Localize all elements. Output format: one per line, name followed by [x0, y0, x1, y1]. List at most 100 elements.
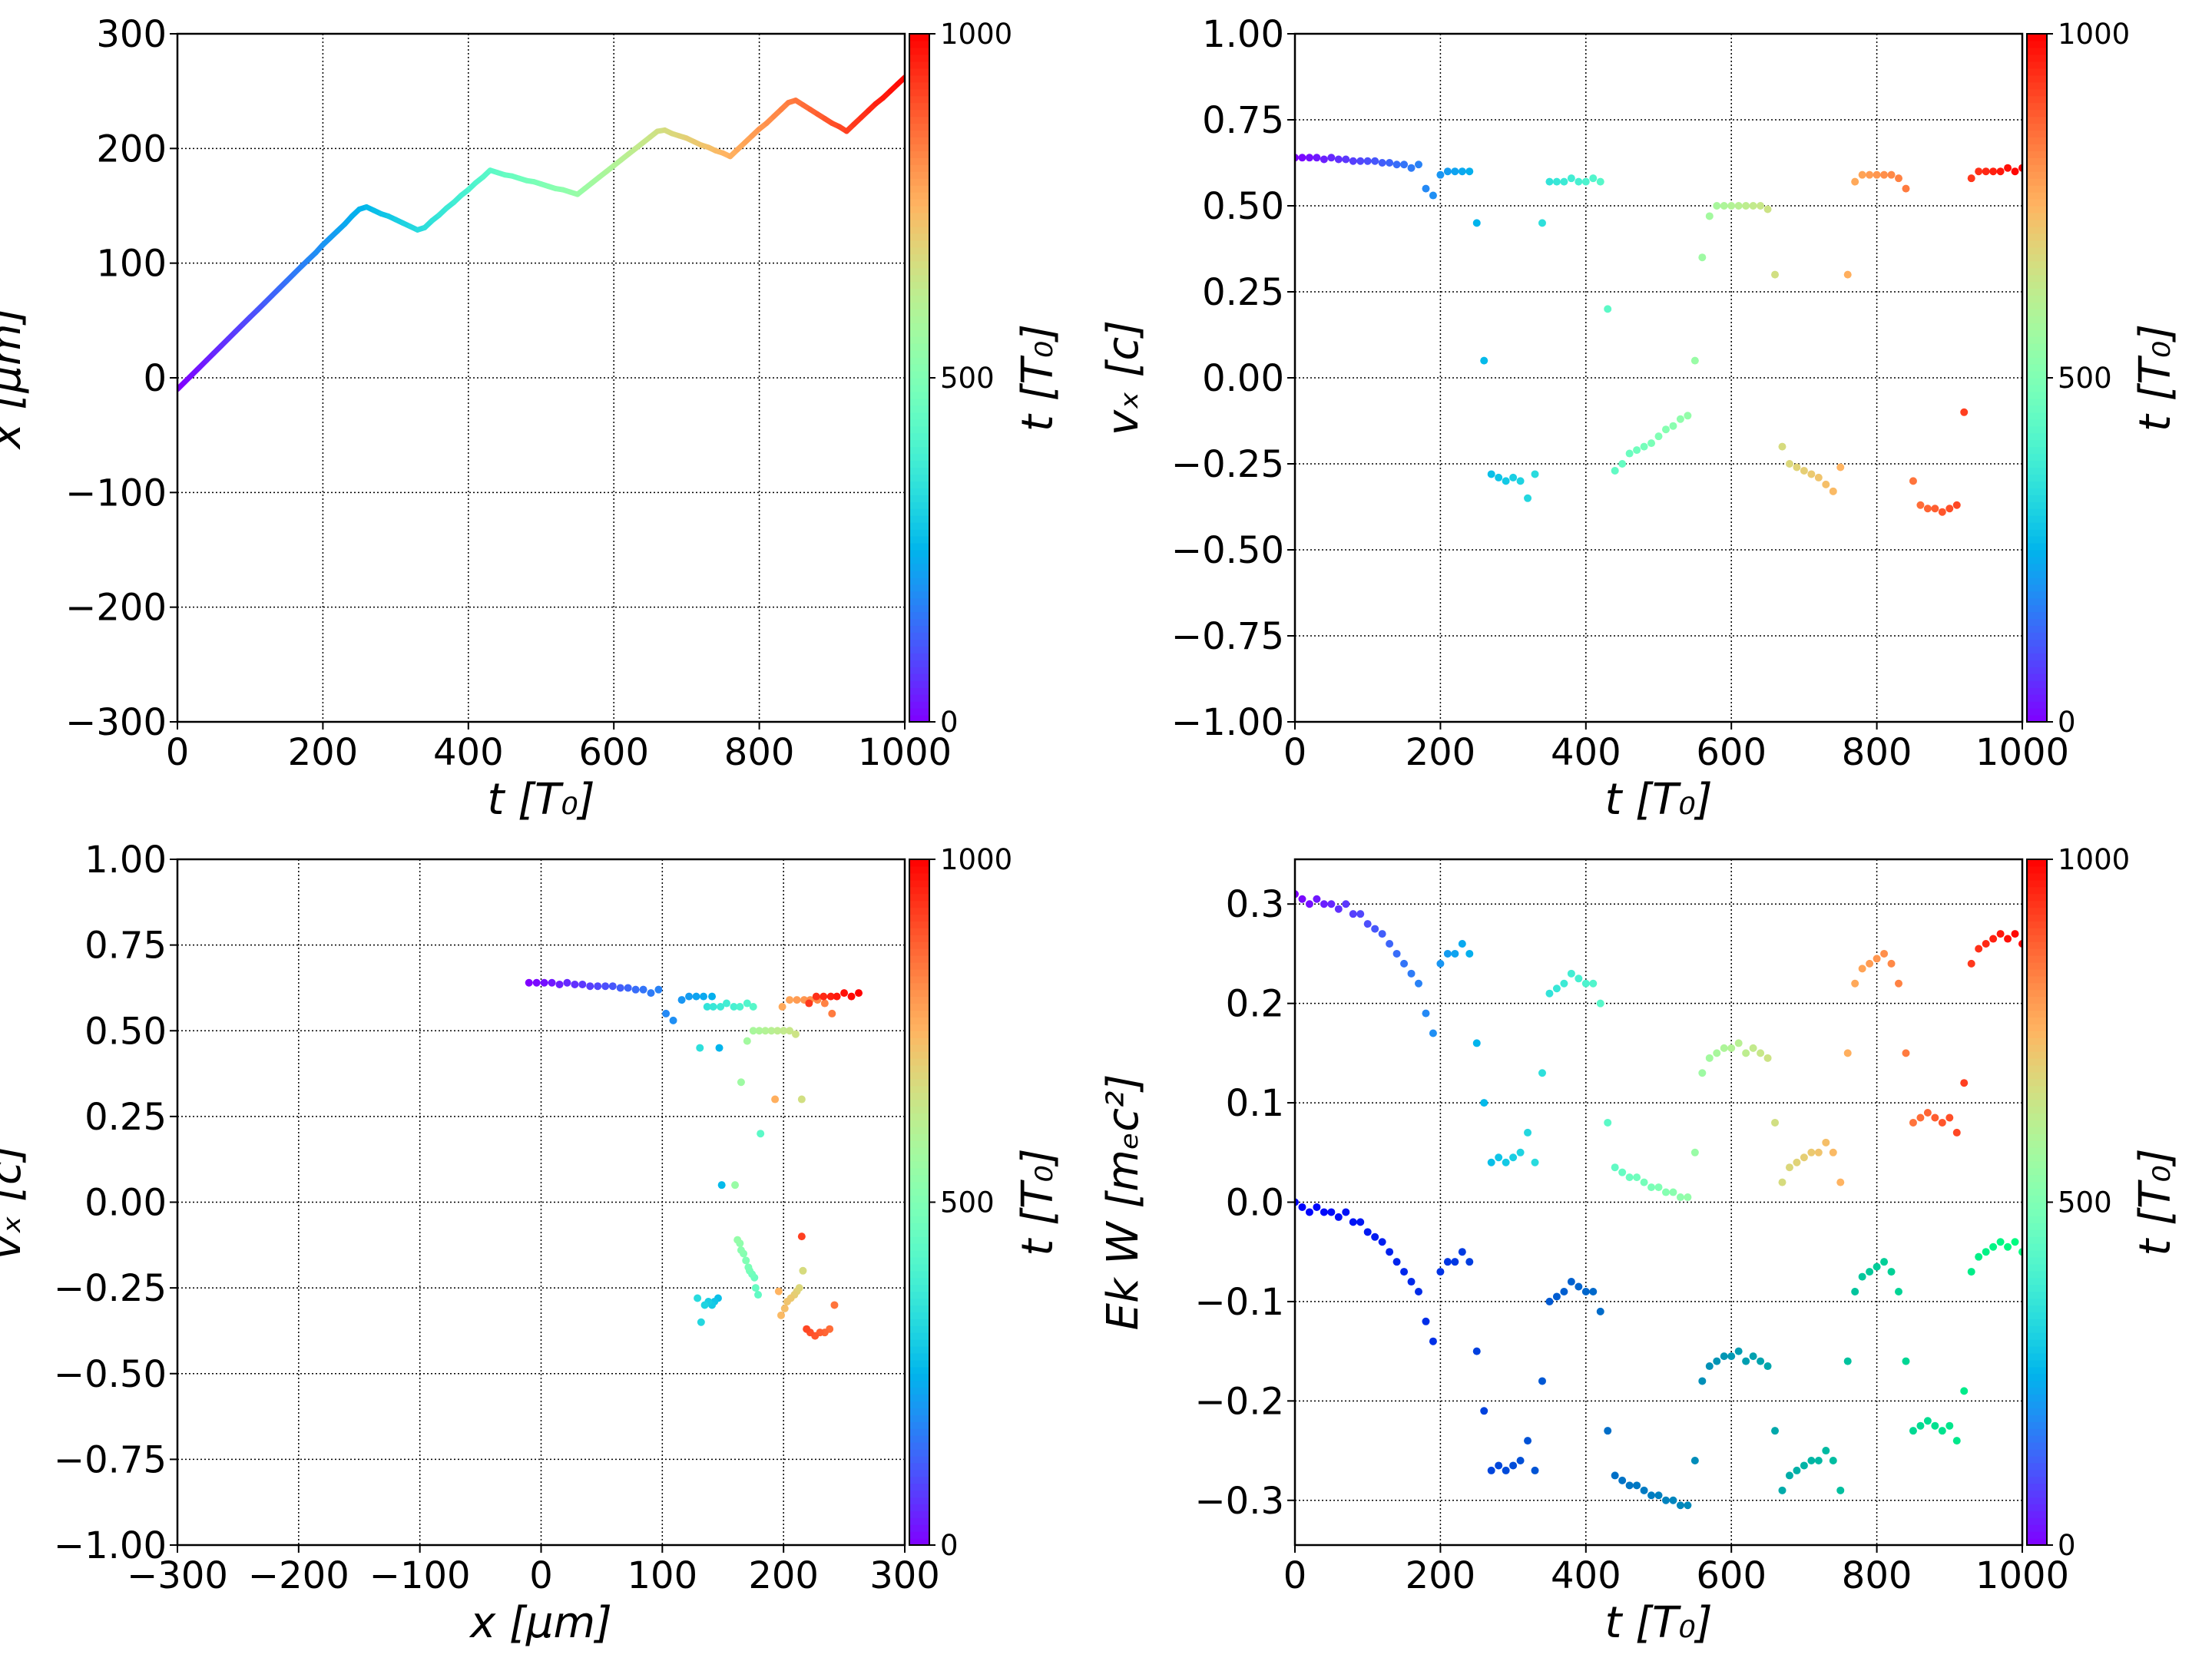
point — [1843, 1357, 1852, 1365]
point — [1713, 202, 1721, 210]
point — [1800, 1461, 1808, 1470]
colorbar-step — [2027, 1359, 2047, 1368]
colorbar-step — [2027, 260, 2047, 269]
point — [1472, 1039, 1481, 1047]
point — [1763, 205, 1772, 213]
y-tick-label: 0.50 — [1202, 185, 1284, 228]
colorbar-step — [909, 597, 929, 606]
colorbar-step — [2027, 1538, 2047, 1546]
colorbar-step — [2027, 446, 2047, 455]
point — [1429, 1337, 1437, 1345]
point — [694, 1294, 702, 1302]
colorbar-step — [2027, 1216, 2047, 1223]
y-axis-label: vₓ [c] — [1098, 320, 1148, 435]
colorbar-step — [2027, 74, 2047, 83]
point — [1742, 1049, 1750, 1057]
point — [1916, 1113, 1925, 1122]
colorbar-step — [909, 872, 929, 881]
colorbar-step — [2027, 1147, 2047, 1155]
colorbar-step — [909, 1380, 929, 1388]
colorbar-step — [2027, 226, 2047, 234]
point — [1952, 1128, 1961, 1137]
point — [1633, 1481, 1641, 1490]
colorbar-step — [909, 508, 929, 516]
colorbar-step — [2027, 1284, 2047, 1292]
point — [594, 982, 602, 991]
x-tick-label: 400 — [1551, 731, 1621, 774]
colorbar-step — [2027, 425, 2047, 434]
colorbar-step — [2027, 955, 2047, 963]
colorbar-step — [2027, 1462, 2047, 1471]
colorbar-step — [909, 660, 929, 667]
point — [1567, 174, 1575, 183]
colorbar-step — [2027, 1469, 2047, 1477]
point — [654, 985, 663, 994]
colorbar-step — [2027, 859, 2047, 867]
point — [1945, 1113, 1954, 1122]
colorbar-step — [909, 371, 929, 379]
colorbar-step — [909, 1174, 929, 1183]
colorbar-step — [909, 1497, 929, 1505]
colorbar-tick-label: 0 — [940, 1529, 959, 1562]
point — [1654, 1183, 1663, 1192]
point — [1669, 1496, 1677, 1504]
point — [616, 984, 624, 992]
point — [1516, 477, 1525, 485]
colorbar-step — [2027, 253, 2047, 262]
colorbar-step — [2027, 653, 2047, 660]
x-tick-label: 400 — [433, 731, 504, 774]
colorbar-step — [2027, 893, 2047, 902]
point — [548, 978, 556, 987]
colorbar-step — [909, 157, 929, 165]
point — [571, 980, 579, 988]
point — [1363, 157, 1372, 165]
point — [1734, 1039, 1743, 1047]
colorbar-step — [2027, 88, 2047, 97]
colorbar-step — [909, 1133, 929, 1141]
colorbar-step — [2027, 95, 2047, 104]
colorbar-step — [2027, 81, 2047, 90]
point — [1392, 1258, 1401, 1266]
colorbar-step — [2027, 515, 2047, 523]
colorbar-step — [2027, 371, 2047, 379]
colorbar-step — [909, 495, 929, 502]
point — [1880, 1258, 1889, 1266]
point — [1771, 1118, 1780, 1127]
colorbar-step — [2027, 199, 2047, 207]
colorbar-step — [2027, 1517, 2047, 1525]
colorbar-step — [2027, 137, 2047, 144]
point — [1509, 1461, 1518, 1470]
colorbar-step — [2027, 116, 2047, 124]
colorbar-step — [909, 1044, 929, 1052]
colorbar-step — [909, 95, 929, 104]
point — [1356, 157, 1365, 165]
colorbar-step — [909, 921, 929, 928]
point — [1938, 508, 1946, 516]
point — [1975, 167, 1983, 176]
point — [1363, 1228, 1372, 1236]
point — [1429, 1029, 1437, 1037]
y-tick-label: 0.0 — [1226, 1182, 1284, 1225]
colorbar-step — [909, 1448, 929, 1457]
colorbar-step — [909, 47, 929, 55]
colorbar-step — [909, 88, 929, 97]
x-tick-label: −300 — [127, 1554, 228, 1597]
colorbar-step — [909, 1490, 929, 1498]
colorbar-step — [2027, 1421, 2047, 1429]
colorbar-step — [909, 1270, 929, 1279]
point — [1727, 1352, 1736, 1361]
point — [1851, 979, 1859, 988]
point — [1952, 501, 1961, 509]
point — [743, 1037, 751, 1045]
colorbar-step — [909, 81, 929, 90]
colorbar-step — [909, 1160, 929, 1169]
colorbar-step — [2027, 1531, 2047, 1539]
colorbar-step — [2027, 54, 2047, 62]
colorbar-step — [909, 432, 929, 441]
colorbar-step — [909, 316, 929, 323]
y-tick-label: −100 — [65, 472, 167, 515]
point — [1392, 949, 1401, 958]
point — [1560, 979, 1568, 988]
colorbar-step — [909, 611, 929, 620]
colorbar: 0 500 1000 t [T₀] — [909, 843, 1063, 1562]
